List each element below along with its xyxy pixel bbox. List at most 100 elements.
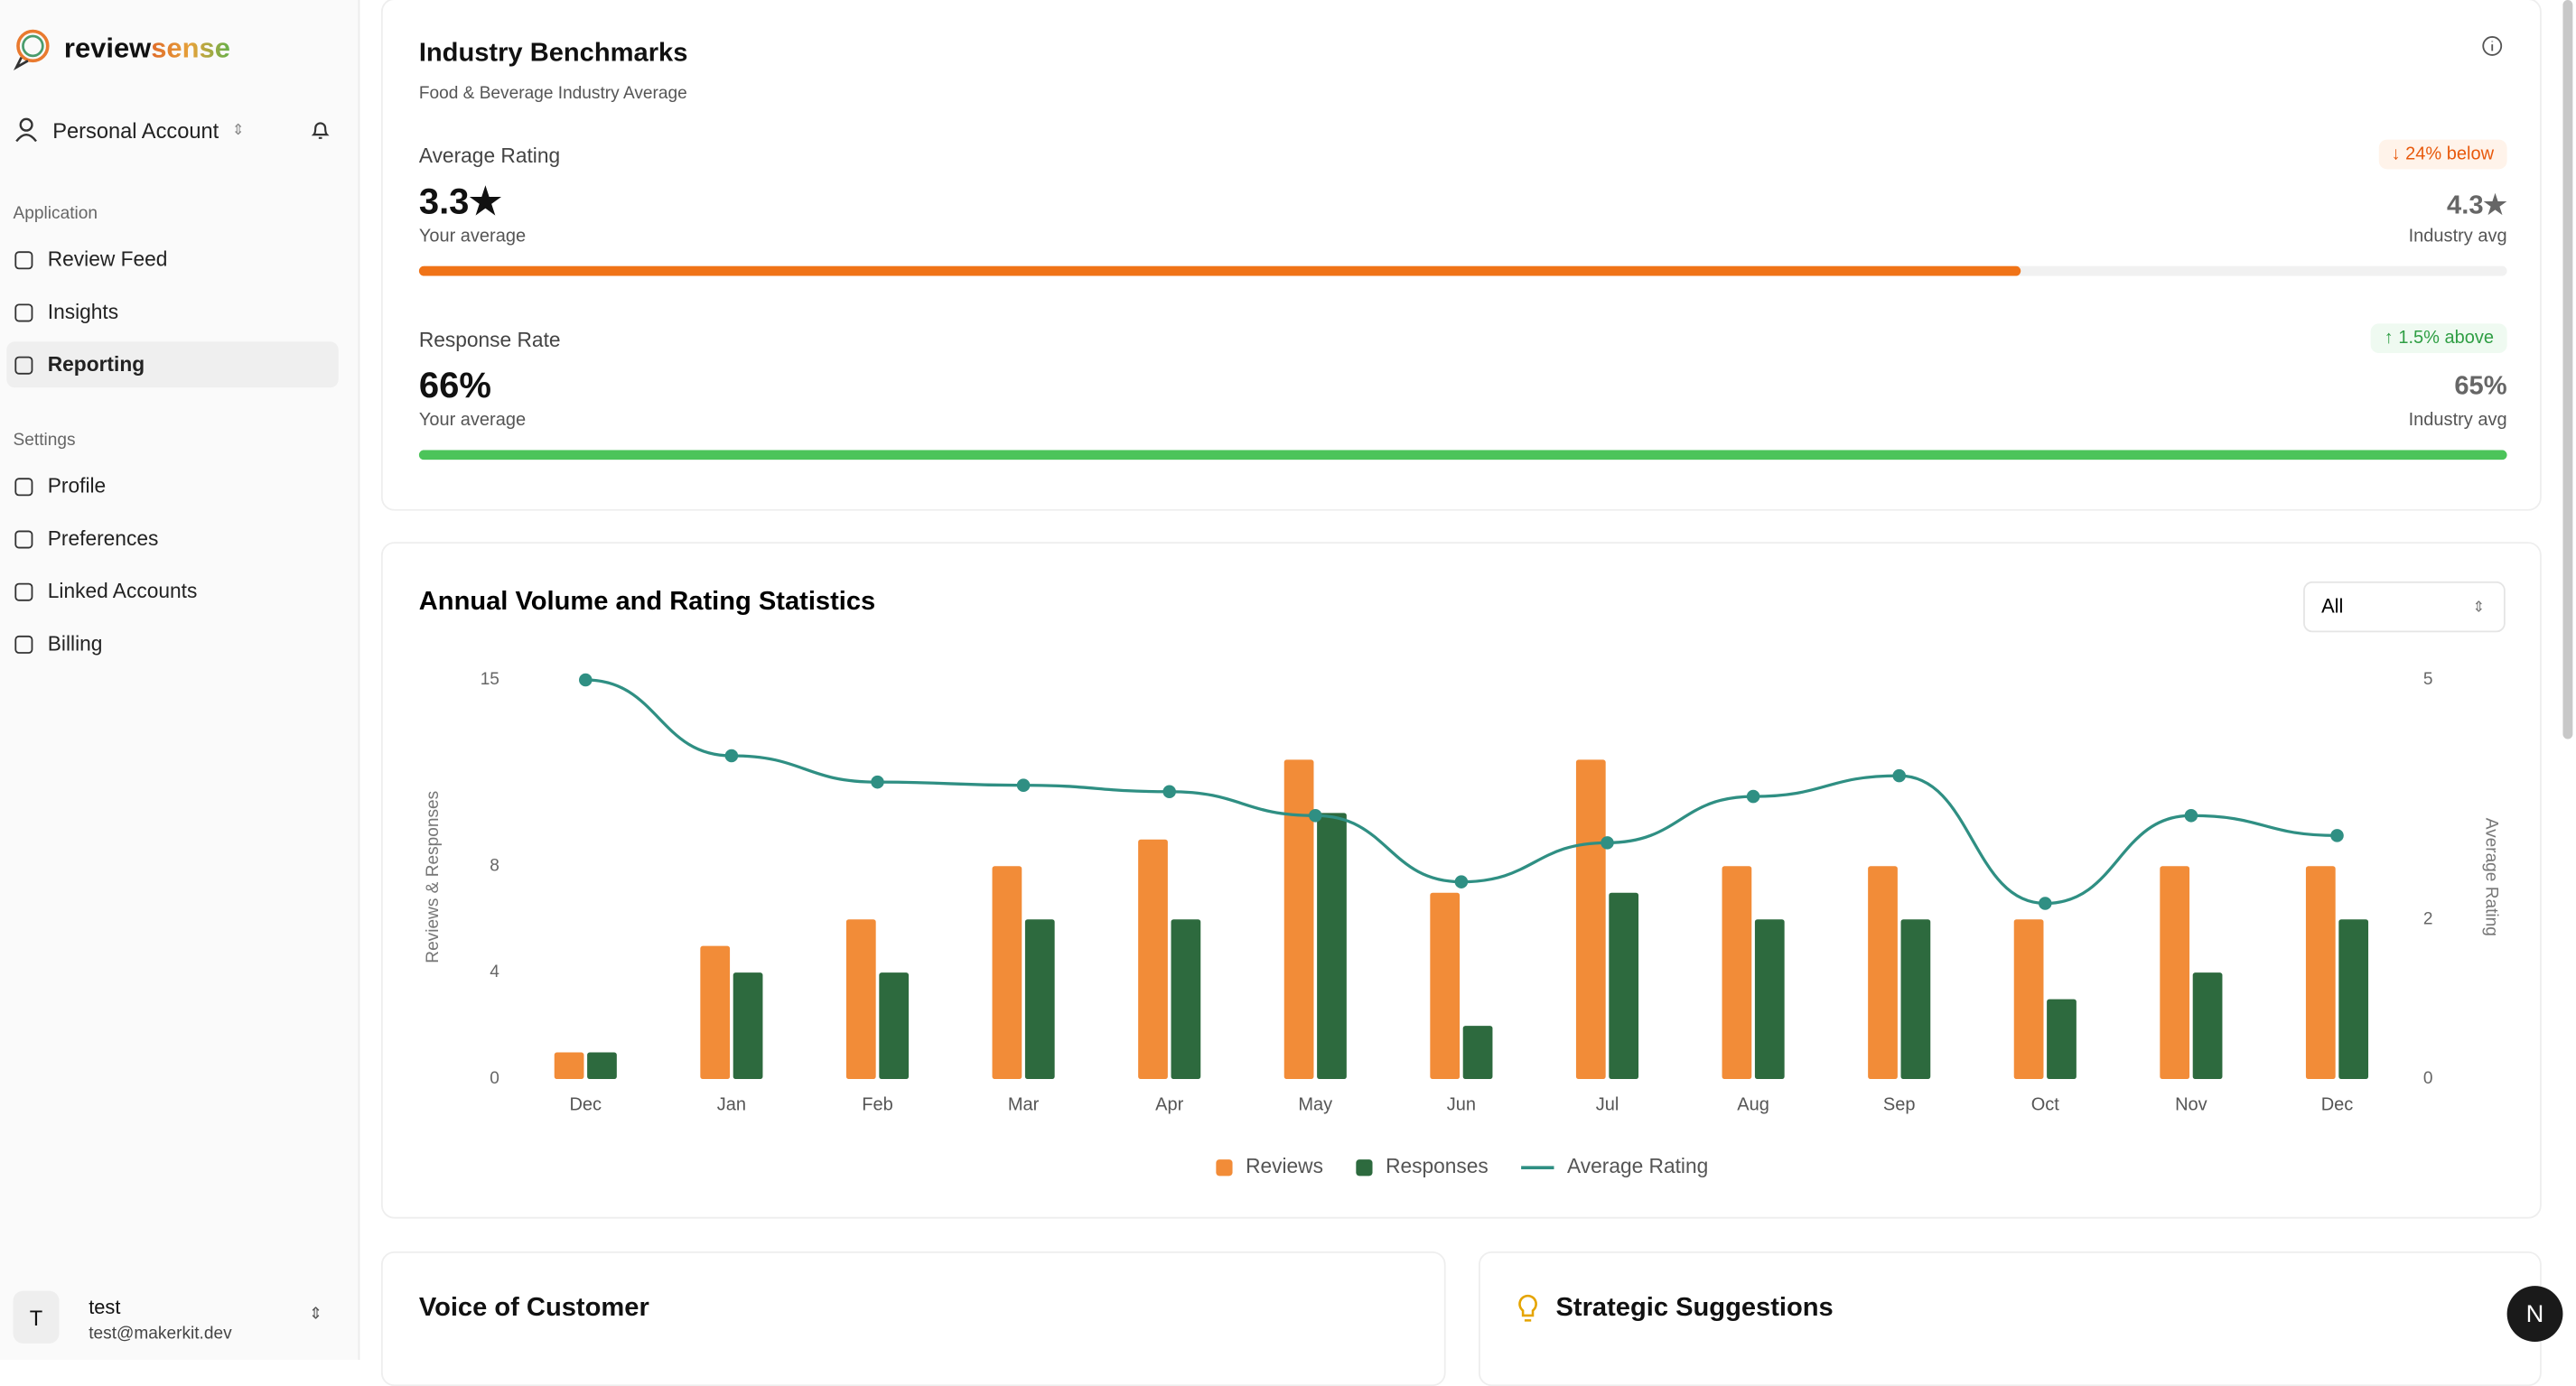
chart: Annual Volume and Rating Statistics All …	[419, 581, 2506, 1177]
point	[1016, 778, 1031, 792]
y-tick-label: 15	[481, 670, 499, 689]
x-tick-label: Jun	[1447, 1094, 1476, 1114]
x-tick-label: Oct	[2031, 1094, 2060, 1114]
legend-swatch	[1216, 1159, 1233, 1177]
nav-item[interactable]: Reporting	[6, 341, 339, 388]
icon-shape	[14, 250, 33, 269]
bar	[1462, 1026, 1493, 1080]
point	[579, 673, 593, 687]
your-label: Your average	[418, 410, 527, 431]
value-text: 66%	[418, 364, 491, 406]
strategic-card: Strategic Suggestions	[1478, 1251, 2542, 1386]
logo-icon	[13, 29, 50, 70]
star-icon: ★	[469, 181, 502, 222]
badge-text: 24% below	[2405, 144, 2495, 164]
badge-arrow: ↑	[2384, 328, 2399, 349]
nav-icon	[14, 529, 33, 548]
x-tick-label: Sep	[1883, 1094, 1916, 1114]
bulb-icon	[1518, 1294, 1537, 1322]
filter-select[interactable]	[2303, 581, 2506, 633]
nav-section-title: Settings	[13, 430, 76, 451]
industry-label: Industry avg	[2408, 410, 2507, 431]
badge-arrow: ↓	[2391, 144, 2406, 164]
bar	[1138, 839, 1168, 1080]
bar	[1868, 866, 1898, 1080]
icon-shape	[14, 581, 33, 600]
x-tick-label: May	[1298, 1094, 1332, 1114]
point	[871, 775, 884, 789]
bar	[554, 1052, 584, 1080]
nav-section-title: Application	[13, 203, 98, 224]
x-tick-label: Nov	[2175, 1094, 2207, 1114]
progress-fill	[418, 265, 2021, 276]
your-value: 3.3★	[419, 181, 502, 223]
brand-second: sense	[151, 33, 230, 64]
info-icon[interactable]	[2481, 34, 2504, 57]
nav-item[interactable]: Billing	[6, 621, 338, 667]
bar	[845, 919, 876, 1080]
x-tick-label: Aug	[1737, 1094, 1769, 1114]
nav-label: Preferences	[47, 526, 159, 551]
nav-item[interactable]: Insights	[6, 289, 338, 335]
nav-label: Profile	[47, 474, 107, 498]
nav-item[interactable]: Preferences	[6, 516, 338, 562]
legend-label: Responses	[1386, 1154, 1489, 1177]
user-menu[interactable]: ⇕	[308, 1306, 323, 1325]
card-title: Voice of Customer	[418, 1294, 649, 1323]
value-text: 65%	[2454, 372, 2507, 401]
icon-shape	[14, 634, 33, 654]
legend-label: Reviews	[1246, 1154, 1323, 1177]
nav-icon	[14, 581, 33, 600]
progress-track	[418, 265, 2507, 276]
nav-item[interactable]: Linked Accounts	[6, 568, 338, 614]
star-icon: ★	[2483, 191, 2507, 220]
icon-shape	[14, 355, 33, 374]
y-tick-label: 4	[490, 963, 499, 981]
badge-text: 1.5% above	[2398, 328, 2495, 349]
bar	[879, 972, 910, 1080]
bar	[1722, 866, 1752, 1080]
point	[1746, 789, 1760, 804]
nav-item[interactable]: Profile	[6, 463, 338, 509]
icon-shape	[14, 529, 33, 548]
nav-icon	[14, 634, 33, 654]
scrollbar[interactable]	[2562, 0, 2573, 740]
point	[1309, 809, 1322, 823]
x-tick-label: Apr	[1155, 1094, 1183, 1114]
badge: ↑ 1.5% above	[2371, 323, 2507, 354]
user-icon	[15, 117, 37, 143]
point	[2039, 897, 2052, 910]
account-switcher[interactable]: Personal Account ⇕	[14, 116, 245, 143]
card-subtitle: Food & Beverage Industry Average	[418, 83, 687, 104]
y-axis-title: Reviews & Responses	[424, 791, 443, 963]
bar	[1317, 813, 1347, 1080]
nav-label: Billing	[47, 632, 103, 656]
line	[585, 678, 2338, 906]
bar	[1024, 919, 1055, 1080]
y2-axis-title: Average Rating	[2481, 818, 2500, 936]
x-tick-label: Feb	[862, 1094, 892, 1114]
bar	[587, 1052, 617, 1080]
card-title: Industry Benchmarks	[418, 39, 688, 68]
bar	[1900, 919, 1931, 1080]
dev-badge[interactable]: N	[2506, 1286, 2563, 1343]
bar	[2338, 919, 2369, 1080]
x-tick-label: Jul	[1596, 1094, 1619, 1114]
voice-card: Voice of Customer	[380, 1251, 1446, 1386]
progress-track	[418, 450, 2507, 460]
bar	[1430, 892, 1461, 1080]
nav-label: Linked Accounts	[47, 580, 198, 603]
nav-icon	[14, 477, 33, 496]
x-tick-label: Dec	[2321, 1094, 2354, 1114]
nav-item[interactable]: Review Feed	[6, 237, 338, 283]
brand: reviewsense	[64, 33, 230, 65]
icon-shape	[14, 477, 33, 496]
value-text: 4.3	[2447, 191, 2484, 220]
bar	[1283, 759, 1314, 1080]
bar	[2013, 919, 2044, 1080]
point	[724, 749, 739, 763]
bell-icon[interactable]	[309, 118, 331, 141]
nav-icon	[14, 302, 33, 321]
badge: ↓ 24% below	[2378, 139, 2507, 170]
value-text: 3.3	[418, 181, 470, 222]
